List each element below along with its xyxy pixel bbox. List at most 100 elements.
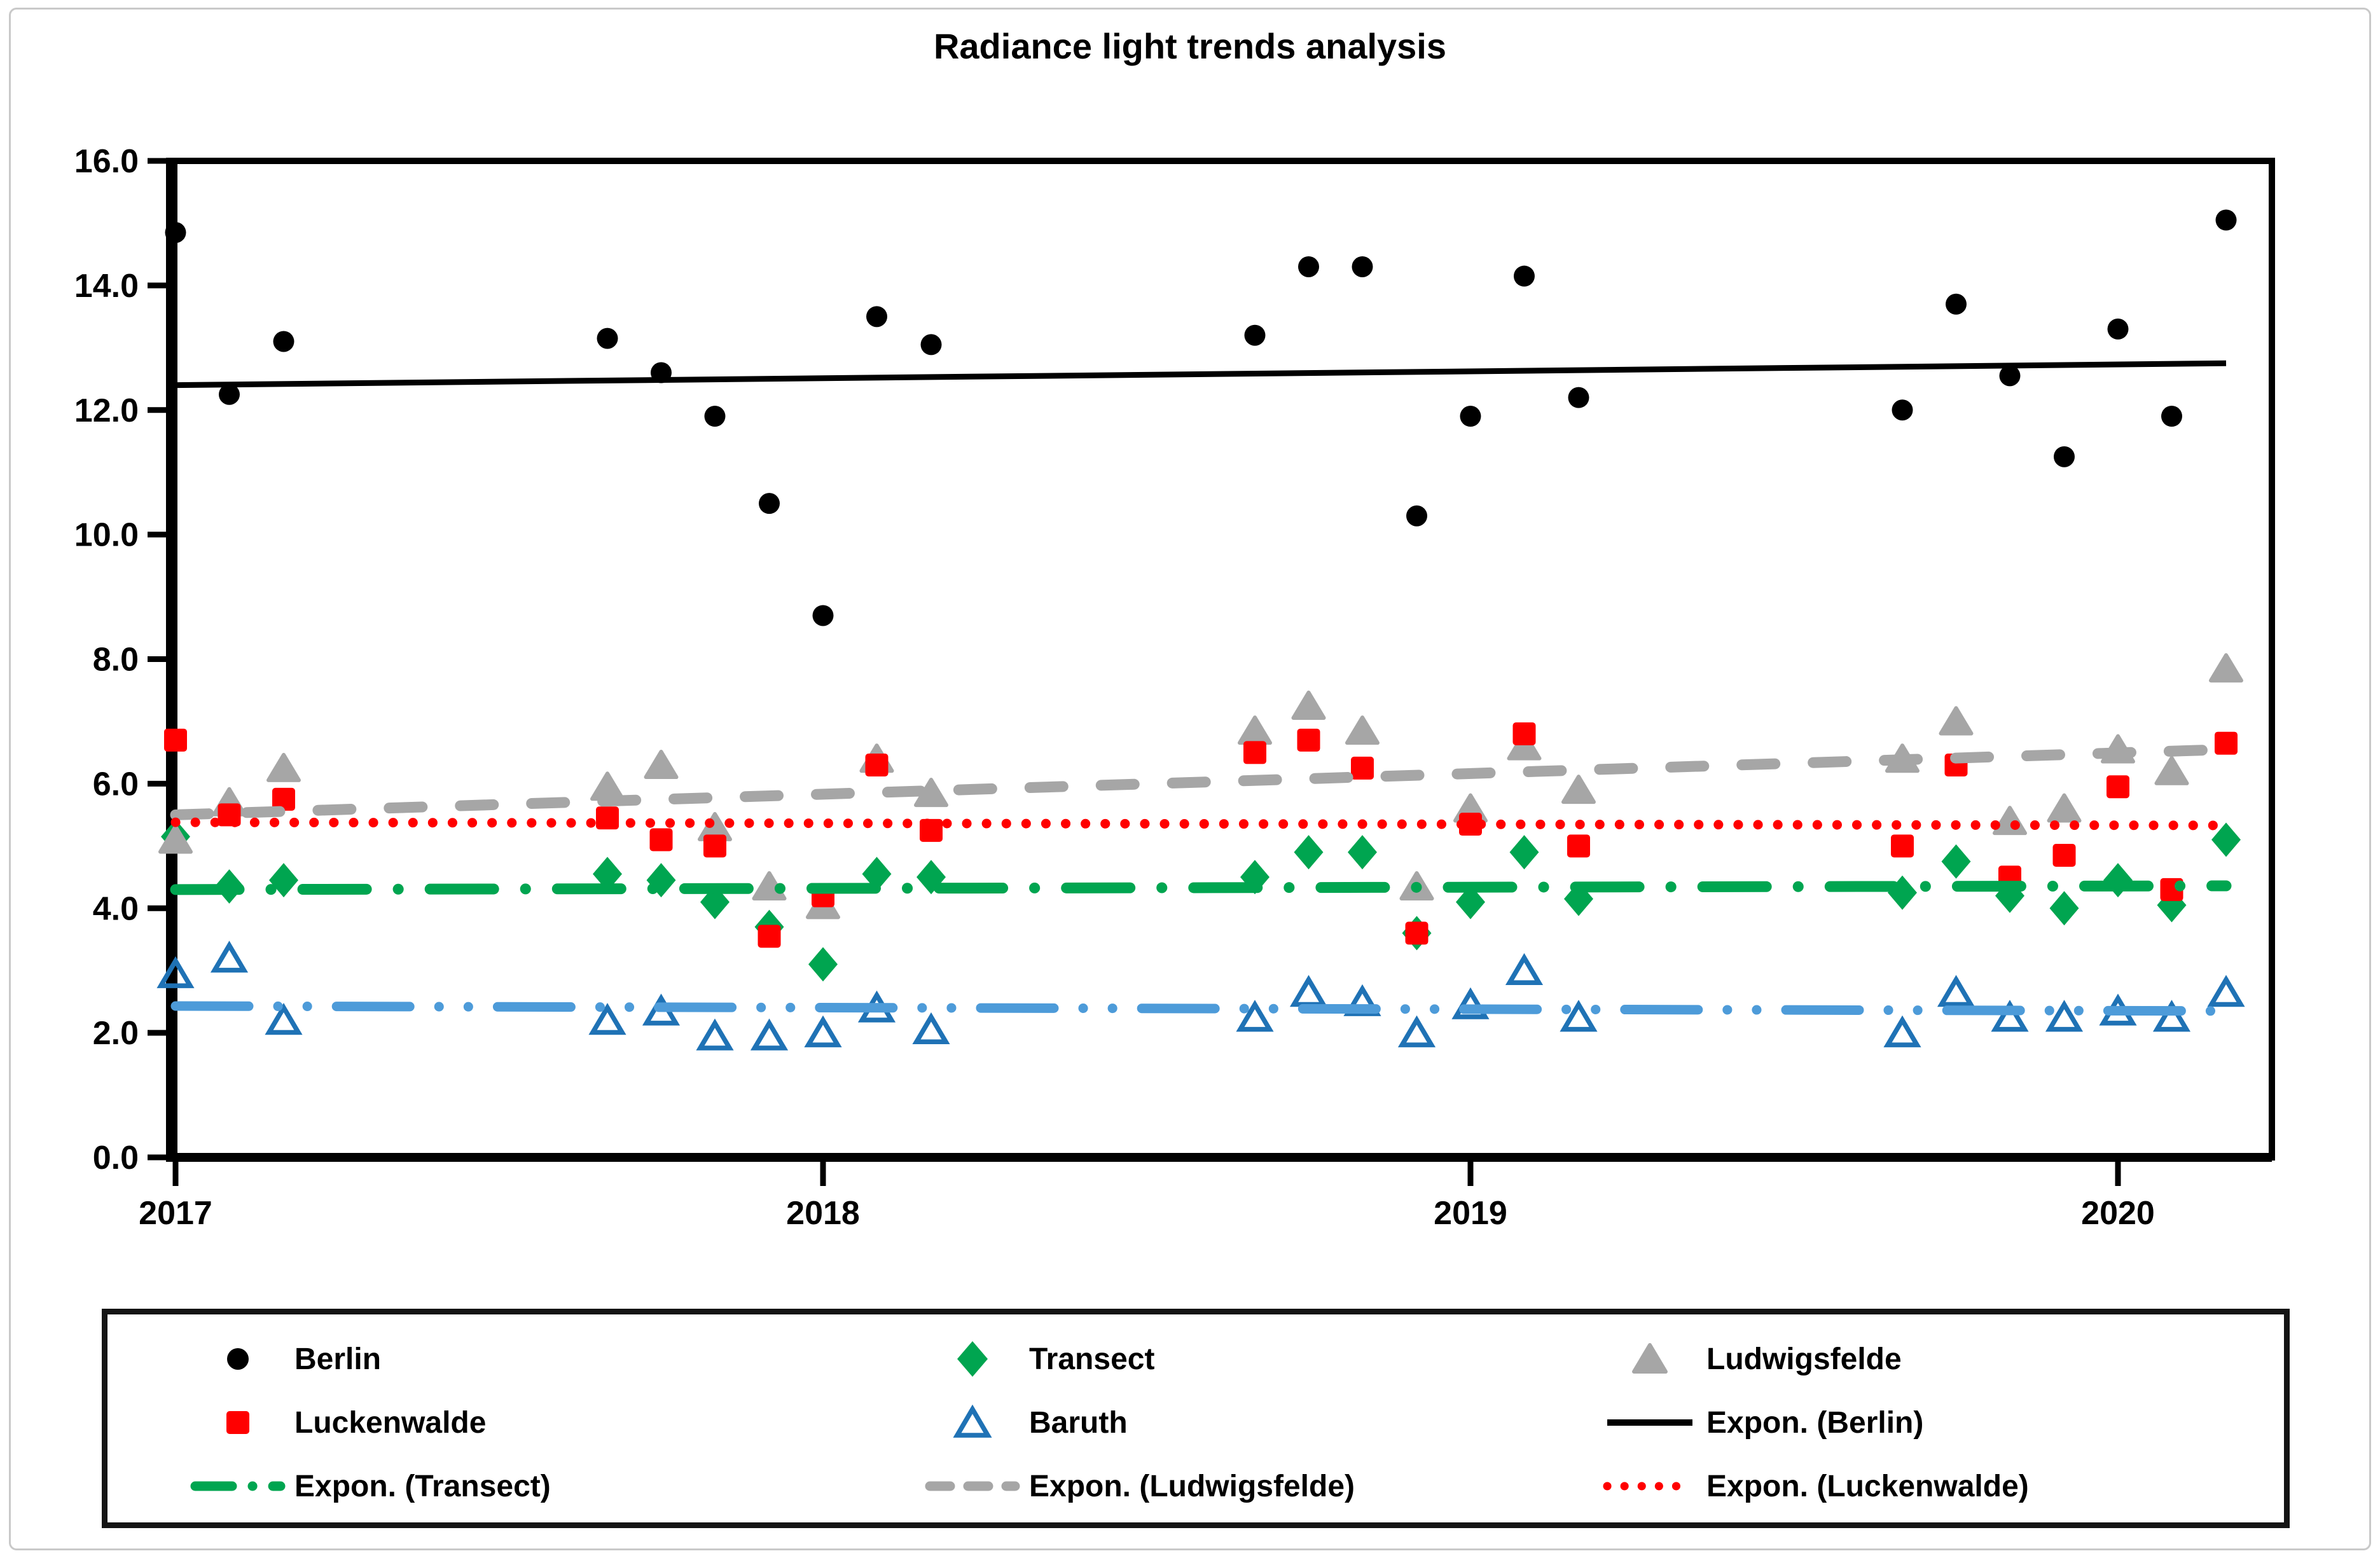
x-tick-label: 2017 (139, 1195, 212, 1232)
y-tick-label: 2.0 (93, 1015, 139, 1052)
baruth-glyph (953, 1404, 992, 1438)
expon-ludwigsfelde-glyph (925, 1481, 1020, 1491)
luckenwalde-glyph (226, 1411, 249, 1434)
berlin-marker (227, 1348, 249, 1370)
y-tick-label: 16.0 (74, 143, 139, 180)
data-point-baruth (804, 1015, 842, 1047)
trendline-baruth (170, 1001, 2231, 1016)
legend-item-expon-ludwigsfelde: Expon. (Ludwigsfelde) (925, 1461, 1602, 1512)
chart-title: Radiance light trends analysis (933, 26, 1447, 66)
data-point-ludwigsfelde (158, 824, 193, 854)
data-point-baruth (1937, 975, 1975, 1007)
legend-box: Berlin Transect Ludwigsfelde Luckenwalde… (102, 1309, 2290, 1528)
ludwigsfelde-triangle-icon (1602, 1334, 1698, 1384)
data-point-berlin (1568, 387, 1589, 408)
x-tick-label: 2020 (2081, 1195, 2155, 1232)
data-point-berlin (273, 331, 294, 352)
data-point-baruth (1397, 1015, 1436, 1047)
data-point-baruth (750, 1018, 789, 1051)
data-point-berlin (1999, 365, 2021, 387)
data-point-ludwigsfelde (1238, 715, 1273, 745)
expon-transect-glyph (190, 1481, 286, 1491)
legend-label-expon-ludwigsfelde: Expon. (Ludwigsfelde) (1029, 1469, 1355, 1503)
data-point-transect (808, 947, 838, 982)
data-point-baruth (1991, 1000, 2029, 1032)
data-point-baruth (265, 1003, 303, 1035)
data-point-transect (1941, 844, 1971, 879)
luckenwalde-square-icon (190, 1397, 286, 1448)
data-point-baruth (210, 941, 249, 973)
transect-diamond-icon (925, 1334, 1020, 1384)
data-point-luckenwalde (865, 753, 889, 776)
legend-label-expon-berlin: Expon. (Berlin) (1706, 1405, 1924, 1440)
data-point-transect (1888, 875, 1918, 910)
data-point-berlin (1406, 505, 1428, 527)
dashdot-line-icon (190, 1461, 286, 1512)
data-point-berlin (597, 327, 618, 349)
data-point-luckenwalde (649, 828, 673, 851)
data-point-baruth (1343, 984, 1381, 1016)
solid-line-icon (1602, 1397, 1698, 1448)
data-point-baruth (156, 956, 195, 988)
legend-item-expon-luckenwalde: Expon. (Luckenwalde) (1602, 1461, 2284, 1512)
data-point-luckenwalde (703, 834, 726, 858)
data-point-transect (862, 857, 892, 892)
transect-marker (957, 1341, 988, 1377)
expon-berlin-glyph (1607, 1419, 1692, 1426)
legend-label-transect: Transect (1029, 1342, 1155, 1376)
data-point-luckenwalde (272, 787, 296, 811)
ludwigsfelde-marker (1632, 1343, 1668, 1374)
data-point-transect (1294, 835, 1324, 870)
data-point-transect (593, 857, 623, 892)
data-point-luckenwalde (1405, 921, 1429, 945)
data-point-berlin (920, 334, 942, 355)
baruth-marker (953, 1404, 992, 1438)
legend-item-expon-berlin: Expon. (Berlin) (1602, 1397, 2284, 1448)
data-point-transect (1509, 835, 1539, 870)
data-point-berlin (1946, 293, 1967, 315)
legend-item-transect: Transect (925, 1334, 1602, 1384)
data-point-luckenwalde (1512, 722, 1536, 746)
data-point-baruth (696, 1018, 734, 1051)
data-point-berlin (1244, 324, 1266, 346)
data-point-luckenwalde (2052, 844, 2076, 867)
dashed-line-icon (925, 1461, 1020, 1512)
legend-item-ludwigsfelde: Ludwigsfelde (1602, 1334, 2284, 1384)
data-point-transect (2103, 863, 2133, 898)
y-tick-label: 12.0 (74, 392, 139, 429)
data-point-baruth (2152, 1000, 2191, 1032)
y-tick-label: 14.0 (74, 268, 139, 305)
y-tick-label: 6.0 (93, 766, 139, 803)
data-point-transect (1347, 835, 1377, 870)
data-point-baruth (2207, 975, 2245, 1007)
data-point-ludwigsfelde (1291, 690, 1326, 720)
luckenwalde-marker (226, 1411, 249, 1434)
legend-label-expon-luckenwalde: Expon. (Luckenwalde) (1706, 1469, 2029, 1503)
data-point-baruth (912, 1012, 950, 1044)
data-point-luckenwalde (2215, 731, 2238, 755)
data-point-berlin (2161, 406, 2182, 427)
data-point-luckenwalde (164, 728, 187, 752)
data-point-luckenwalde (1350, 756, 1374, 780)
y-tick-label: 4.0 (93, 890, 139, 927)
expon-luckenwalde-glyph (1603, 1482, 1697, 1491)
trendline-transect (170, 880, 2232, 895)
legend-item-berlin: Berlin (190, 1334, 925, 1384)
data-point-berlin (2107, 318, 2129, 340)
data-point-ludwigsfelde (1345, 715, 1380, 745)
x-tick-label: 2018 (786, 1195, 860, 1232)
trendline-ludwigsfelde (170, 744, 2232, 820)
ludwigsfelde-glyph (1632, 1343, 1668, 1374)
data-point-ludwigsfelde (2209, 653, 2244, 683)
berlin-glyph (227, 1348, 249, 1370)
berlin-circle-icon (190, 1334, 286, 1384)
data-point-luckenwalde (758, 925, 781, 948)
data-point-baruth (588, 1003, 626, 1035)
legend-label-baruth: Baruth (1029, 1405, 1128, 1440)
data-point-berlin (704, 406, 726, 427)
data-point-luckenwalde (1459, 813, 1482, 836)
y-tick-label: 8.0 (93, 642, 139, 679)
data-point-berlin (1892, 399, 1913, 421)
data-point-ludwigsfelde (1561, 775, 1596, 804)
